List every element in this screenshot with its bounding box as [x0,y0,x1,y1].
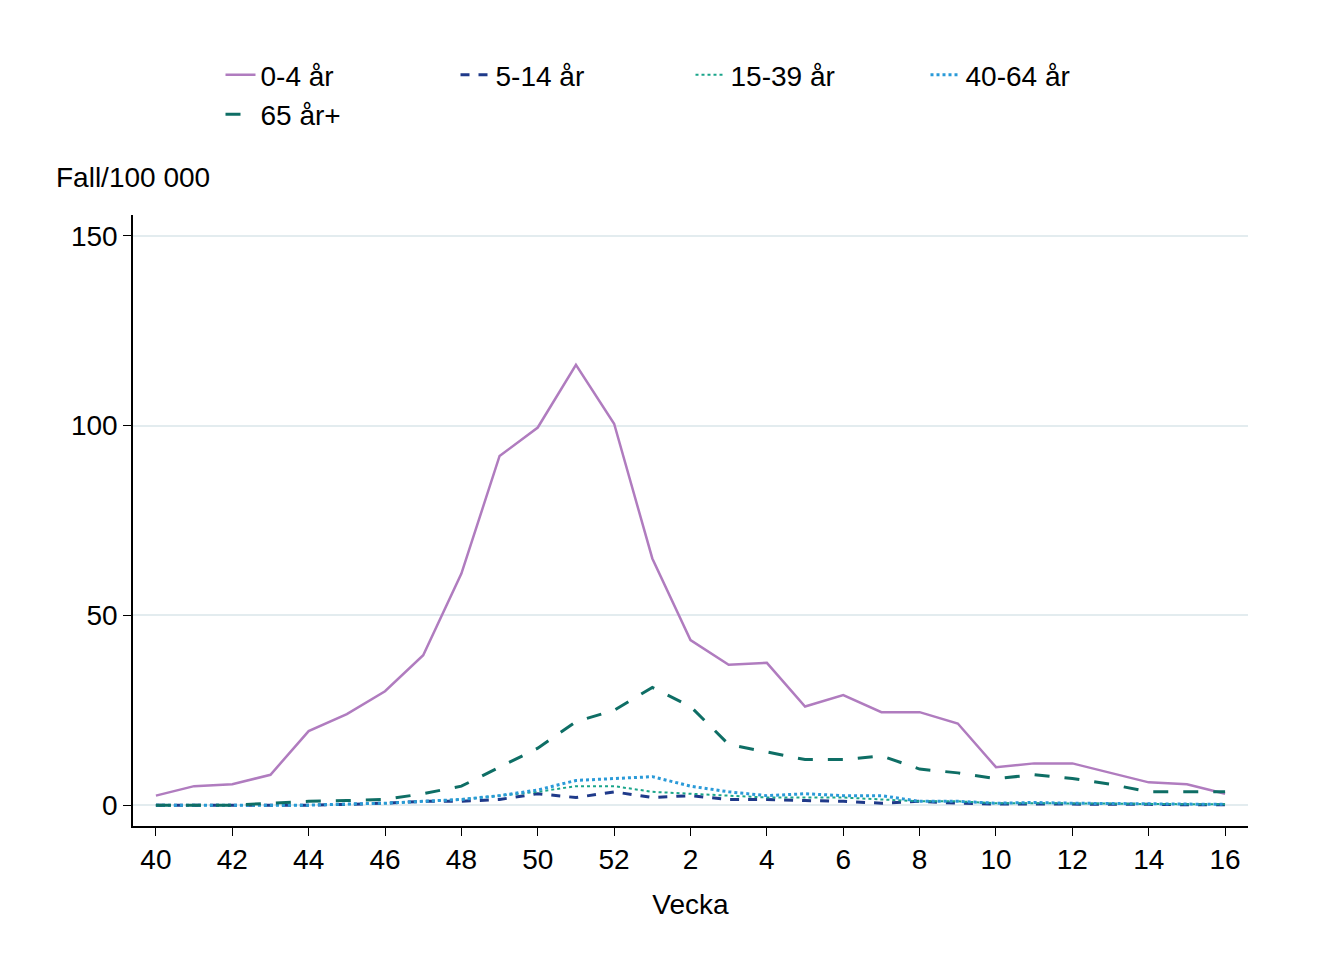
svg-text:2: 2 [683,844,699,875]
svg-text:40: 40 [140,844,171,875]
svg-text:42: 42 [217,844,248,875]
svg-text:46: 46 [369,844,400,875]
svg-text:12: 12 [1057,844,1088,875]
svg-text:8: 8 [912,844,928,875]
svg-text:14: 14 [1133,844,1164,875]
svg-text:48: 48 [446,844,477,875]
svg-text:5-14 år: 5-14 år [496,61,585,92]
svg-text:0-4 år: 0-4 år [261,61,334,92]
svg-text:50: 50 [86,600,117,631]
svg-text:50: 50 [522,844,553,875]
svg-text:10: 10 [980,844,1011,875]
svg-text:150: 150 [71,221,118,252]
svg-text:40-64 år: 40-64 år [966,61,1070,92]
svg-text:15-39 år: 15-39 år [731,61,835,92]
svg-text:100: 100 [71,410,118,441]
svg-text:44: 44 [293,844,324,875]
svg-text:Vecka: Vecka [652,889,729,920]
svg-text:16: 16 [1210,844,1241,875]
svg-text:52: 52 [599,844,630,875]
svg-text:4: 4 [759,844,775,875]
svg-text:0: 0 [102,790,118,821]
svg-text:6: 6 [835,844,851,875]
svg-text:Fall/100 000: Fall/100 000 [56,162,210,193]
svg-text:65 år+: 65 år+ [261,100,341,131]
